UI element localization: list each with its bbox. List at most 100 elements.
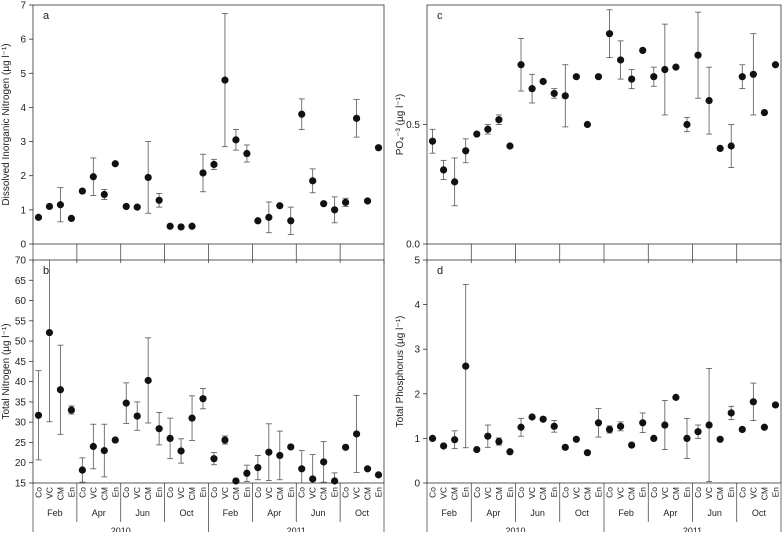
data-point (320, 458, 328, 466)
data-point (771, 61, 780, 69)
data-point (727, 409, 735, 417)
y-tick-label: 60 (15, 296, 27, 307)
data-point (661, 421, 669, 429)
data-point (616, 56, 625, 64)
data-point (694, 51, 702, 59)
data-point (363, 197, 372, 205)
data-point (67, 406, 75, 414)
data-point (298, 110, 306, 118)
data-point (254, 217, 262, 225)
y-tick-label: 0.5 (406, 120, 420, 131)
category-label: En (770, 487, 780, 498)
category-label: VC (527, 487, 537, 499)
data-point (331, 206, 339, 214)
panel-label: b (43, 265, 49, 277)
data-point (276, 451, 284, 460)
month-label: Jun (707, 508, 722, 518)
month-label: Oct (575, 508, 590, 518)
data-point (716, 435, 724, 443)
panel-label: c (437, 10, 443, 22)
y-axis-label: Total Phosphorus (µg l⁻¹) (395, 316, 406, 428)
data-point (639, 419, 647, 427)
category-label: VC (132, 487, 142, 499)
data-point (298, 465, 306, 473)
category-label: VC (308, 487, 318, 499)
category-label: Co (33, 487, 43, 498)
category-label: En (286, 487, 296, 498)
data-point (342, 198, 350, 206)
data-point (265, 448, 273, 456)
data-point (528, 85, 536, 93)
y-tick-label: 30 (15, 418, 27, 429)
category-label: Co (649, 487, 659, 498)
category-label: VC (616, 487, 626, 499)
data-point (67, 214, 75, 222)
data-point (34, 213, 43, 221)
data-point (363, 465, 372, 473)
data-point (199, 395, 207, 403)
category-label: VC (44, 487, 54, 499)
data-point (133, 203, 141, 211)
category-label: En (242, 487, 252, 498)
category-label: VC (439, 487, 449, 499)
data-point (506, 448, 514, 456)
data-point (572, 73, 580, 81)
y-tick-label: 35 (15, 397, 27, 408)
category-label: Co (472, 487, 482, 498)
y-tick-label: 3 (414, 345, 420, 356)
data-point (672, 63, 680, 71)
data-point (320, 200, 328, 208)
data-point (650, 434, 658, 442)
data-point (166, 434, 174, 442)
y-tick-label: 7 (20, 1, 26, 12)
year-label: 2010 (505, 526, 525, 532)
data-point (749, 70, 757, 78)
category-label: VC (660, 487, 670, 499)
data-point (760, 423, 769, 431)
data-point (605, 30, 614, 38)
y-tick-label: 1 (414, 434, 420, 445)
data-point (144, 376, 152, 385)
category-label: VC (748, 487, 758, 499)
y-tick-label: 55 (15, 316, 27, 327)
data-point (111, 436, 119, 444)
data-point (243, 149, 251, 158)
data-point (705, 97, 713, 105)
data-point (374, 471, 383, 479)
category-label: Co (428, 487, 438, 498)
data-point (495, 116, 503, 124)
data-point (616, 422, 625, 430)
data-point (56, 386, 65, 394)
month-label: Apr (663, 508, 677, 518)
data-point (352, 430, 361, 438)
category-label: CM (627, 487, 637, 500)
data-point (539, 77, 547, 86)
y-tick-label: 3 (20, 137, 26, 148)
data-point (45, 328, 54, 337)
data-point (177, 447, 185, 455)
category-label: CM (319, 487, 329, 500)
data-point (232, 477, 240, 485)
category-label: En (110, 487, 120, 498)
data-point (583, 120, 592, 129)
category-label: VC (704, 487, 714, 499)
data-point (528, 413, 536, 421)
data-point (210, 455, 218, 463)
data-point (628, 441, 636, 449)
data-point (221, 76, 229, 84)
panel-a: a 0 1 2 3 4 5 6 7 Dissolved Inorganic Nitrogen (µ… (1, 1, 385, 263)
data-point (760, 108, 769, 117)
y-tick-label: 0 (20, 240, 26, 251)
y-tick-label: 50 (15, 337, 27, 348)
y-tick-label: 0 (414, 479, 420, 490)
data-point (484, 125, 492, 133)
month-label: Apr (486, 508, 500, 518)
data-point (309, 177, 317, 185)
category-label: CM (715, 487, 725, 500)
data-point (561, 443, 569, 451)
category-label: En (593, 487, 603, 498)
data-point (462, 147, 470, 155)
year-label: 2011 (287, 526, 306, 532)
category-label: CM (99, 487, 109, 500)
